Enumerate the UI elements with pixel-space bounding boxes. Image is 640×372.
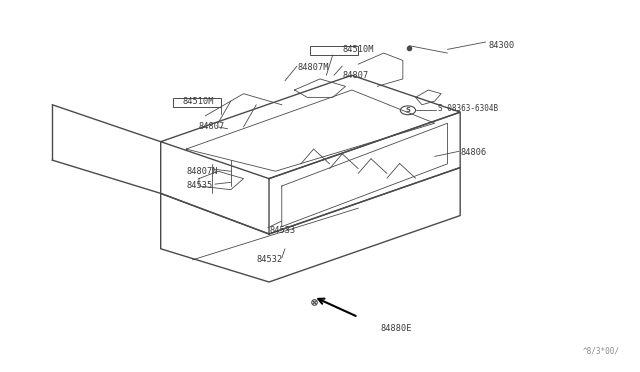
Text: S: S	[405, 107, 410, 113]
Text: 84806: 84806	[460, 148, 486, 157]
Text: 84300: 84300	[489, 41, 515, 50]
Text: 84510M: 84510M	[342, 45, 374, 54]
Text: 84807: 84807	[342, 71, 369, 80]
Text: 84532: 84532	[256, 255, 282, 264]
Text: 84533: 84533	[269, 226, 295, 235]
Text: ^8/3*00/: ^8/3*00/	[582, 347, 620, 356]
Bar	[310, 46, 358, 55]
Text: 84807N: 84807N	[186, 167, 218, 176]
Text: 84510M: 84510M	[183, 97, 214, 106]
Bar	[173, 99, 221, 107]
Text: 84807: 84807	[199, 122, 225, 131]
Text: 84880E: 84880E	[381, 324, 412, 333]
Text: 84807M: 84807M	[298, 63, 329, 72]
Text: 84535: 84535	[186, 182, 212, 190]
Text: S 08363-6304B: S 08363-6304B	[438, 104, 498, 113]
